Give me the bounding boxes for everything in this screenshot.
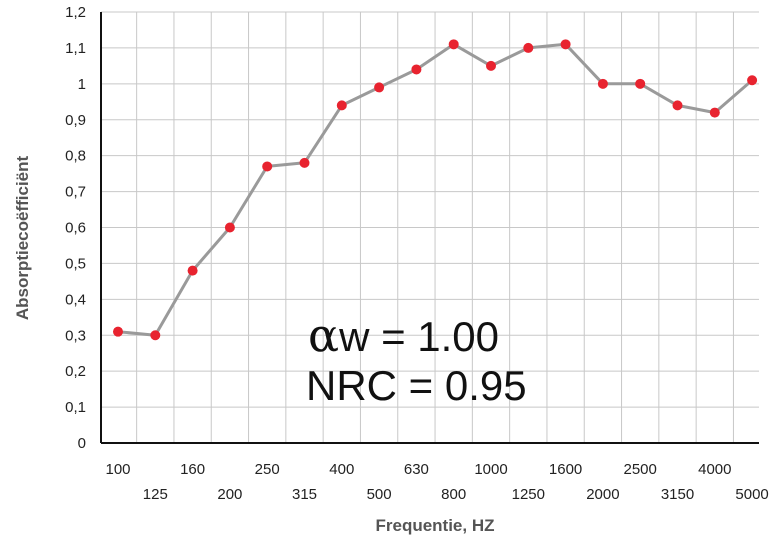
data-point — [486, 60, 496, 71]
data-point — [560, 39, 571, 50]
data-point — [224, 222, 235, 233]
x-tick-label: 800 — [441, 486, 466, 503]
data-point — [336, 100, 347, 111]
x-tick-label: 500 — [367, 486, 392, 503]
y-tick-label: 0,1 — [65, 399, 86, 416]
data-point — [747, 75, 758, 86]
data-point — [187, 265, 198, 276]
y-tick-label: 0,7 — [65, 184, 86, 201]
data-point — [262, 161, 273, 172]
x-tick-labels: 100 125 160 200 250 315 400 500 630 800 1000 125016… — [105, 461, 768, 503]
data-point — [299, 157, 310, 168]
nrc-annotation: NRC = 0.95 — [306, 362, 527, 409]
alpha-w-annotation: αw = 1.00 — [308, 308, 499, 362]
x-tick-label: 160 — [180, 461, 205, 478]
data-point — [113, 326, 123, 337]
x-axis-title: Frequentie, HZ — [375, 516, 494, 535]
y-tick-labels: 0 0,1 0,2 0,3 0,4 0,5 0,6 0,7 0,8 0,9 1 1,1 1,2 — [65, 4, 86, 452]
x-tick-label: 1250 — [512, 486, 545, 503]
y-tick-label: 0 — [78, 435, 86, 452]
y-tick-label: 0,9 — [65, 112, 86, 129]
data-point — [672, 100, 683, 111]
x-tick-label: 3150 — [661, 486, 694, 503]
data-point — [709, 107, 720, 118]
alpha-symbol: α — [308, 308, 339, 362]
x-tick-label: 630 — [404, 461, 429, 478]
series-line — [117, 42, 754, 337]
data-point — [150, 330, 161, 341]
y-axis-title: Absorptiecoëfficiënt — [13, 155, 32, 320]
x-tick-label: 315 — [292, 486, 317, 503]
x-tick-label: 4000 — [698, 461, 731, 478]
x-tick-label: 2000 — [586, 486, 619, 503]
data-point — [523, 42, 534, 53]
data-point — [374, 82, 385, 93]
y-tick-label: 0,5 — [65, 255, 86, 272]
y-tick-label: 1,1 — [65, 40, 86, 57]
axes — [100, 12, 759, 444]
y-tick-label: 1,2 — [65, 4, 86, 21]
grid — [101, 11, 759, 443]
data-point — [411, 64, 422, 75]
x-tick-label: 2500 — [624, 461, 657, 478]
x-tick-label: 1600 — [549, 461, 582, 478]
y-tick-label: 0,3 — [65, 327, 86, 344]
x-tick-label: 250 — [255, 461, 280, 478]
y-tick-label: 0,2 — [65, 363, 86, 380]
y-tick-label: 0,8 — [65, 148, 86, 165]
x-tick-label: 5000 — [735, 486, 768, 503]
data-point — [635, 78, 646, 89]
x-tick-label: 400 — [329, 461, 354, 478]
y-tick-label: 0,6 — [65, 220, 86, 237]
data-point — [597, 78, 608, 89]
x-tick-label: 1000 — [474, 461, 507, 478]
x-tick-label: 125 — [143, 486, 168, 503]
y-tick-label: 0,4 — [65, 291, 86, 308]
x-tick-label: 200 — [217, 486, 242, 503]
alpha-w-value: w = 1.00 — [338, 313, 499, 360]
y-tick-label: 1 — [78, 76, 86, 93]
x-tick-label: 100 — [105, 461, 130, 478]
data-point — [448, 39, 459, 50]
data-points — [113, 39, 758, 341]
